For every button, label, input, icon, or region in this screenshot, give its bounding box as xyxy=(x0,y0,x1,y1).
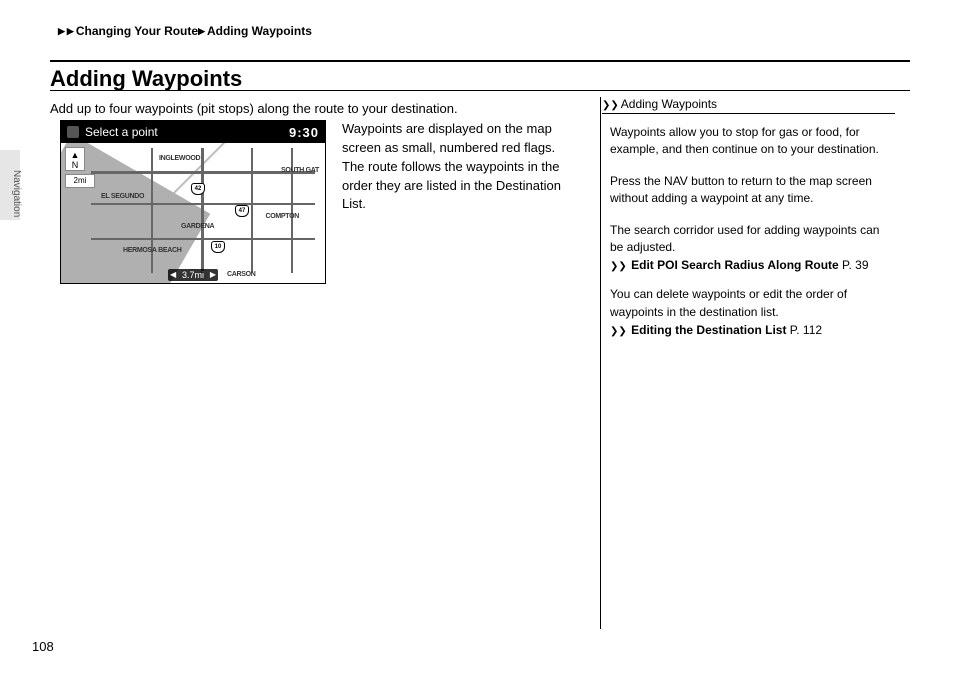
breadcrumb-seg2: Adding Waypoints xyxy=(207,24,312,38)
link-icon: ❯❯ xyxy=(610,261,627,272)
ref-page: P. 39 xyxy=(842,258,868,272)
map-city-label: SOUTH GAT xyxy=(281,167,319,174)
divider xyxy=(50,60,910,62)
map-road xyxy=(151,148,153,273)
sidebar-ref: ❯❯ Editing the Destination List P. 112 xyxy=(602,323,895,337)
map-road xyxy=(251,148,253,273)
page: ▶▶Changing Your Route▶Adding Waypoints A… xyxy=(0,0,954,674)
body-paragraph: Waypoints are displayed on the map scree… xyxy=(342,120,580,214)
breadcrumb-seg1: Changing Your Route xyxy=(76,24,198,38)
map-city-label: INGLEWOOD xyxy=(159,155,200,162)
ref-label: Editing the Destination List xyxy=(631,323,786,337)
map-title: Select a point xyxy=(85,125,158,139)
map-city-label: HERMOSA BEACH xyxy=(123,247,181,254)
map-scale: 2mi xyxy=(65,174,95,188)
map-city-label: COMPTON xyxy=(265,213,299,220)
sidebar-text: You can delete waypoints or edit the ord… xyxy=(602,286,895,321)
route-shield-icon: 10 xyxy=(211,241,225,253)
route-shield-icon: 42 xyxy=(191,183,205,195)
link-icon: ❯❯ xyxy=(610,326,627,337)
divider xyxy=(50,90,910,91)
home-icon xyxy=(67,126,79,138)
page-number: 108 xyxy=(32,639,54,654)
map-city-label: GARDENA xyxy=(181,223,214,230)
page-title: Adding Waypoints xyxy=(50,66,242,92)
map-time: 9:30 xyxy=(289,125,319,140)
map-city-label: CARSON xyxy=(227,271,256,278)
sidebar-text: Waypoints allow you to stop for gas or f… xyxy=(602,124,895,159)
divider xyxy=(600,97,601,629)
map-road xyxy=(201,148,204,273)
sidebar: ❯❯Adding Waypoints Waypoints allow you t… xyxy=(602,97,895,351)
intro-text: Add up to four waypoints (pit stops) alo… xyxy=(50,100,570,118)
breadcrumb: ▶▶Changing Your Route▶Adding Waypoints xyxy=(58,24,312,38)
map-screenshot: INGLEWOOD SOUTH GAT EL SEGUNDO COMPTON G… xyxy=(60,120,326,284)
map-distance: 3.7mi xyxy=(168,269,218,281)
triangle-icon: ▶ xyxy=(67,26,74,36)
ref-page: P. 112 xyxy=(790,323,822,337)
triangle-icon: ▶ xyxy=(58,26,65,36)
sidebar-text: Press the NAV button to return to the ma… xyxy=(602,173,895,208)
sidebar-ref: ❯❯ Edit POI Search Radius Along Route P.… xyxy=(602,258,895,272)
ref-label: Edit POI Search Radius Along Route xyxy=(631,258,839,272)
route-shield-icon: 47 xyxy=(235,205,249,217)
sidebar-text: The search corridor used for adding wayp… xyxy=(602,222,895,257)
map-body: INGLEWOOD SOUTH GAT EL SEGUNDO COMPTON G… xyxy=(61,143,325,283)
sidebar-title: Adding Waypoints xyxy=(621,97,717,111)
sidebar-heading: ❯❯Adding Waypoints xyxy=(602,97,895,114)
index-icon: ❯❯ xyxy=(602,100,619,111)
triangle-icon: ▶ xyxy=(198,26,205,36)
map-city-label: EL SEGUNDO xyxy=(101,193,144,200)
map-topbar: Select a point 9:30 xyxy=(61,121,325,143)
north-label: N xyxy=(72,160,79,170)
north-indicator: ▲N xyxy=(65,147,85,171)
side-tab-label: Navigation xyxy=(11,170,22,217)
